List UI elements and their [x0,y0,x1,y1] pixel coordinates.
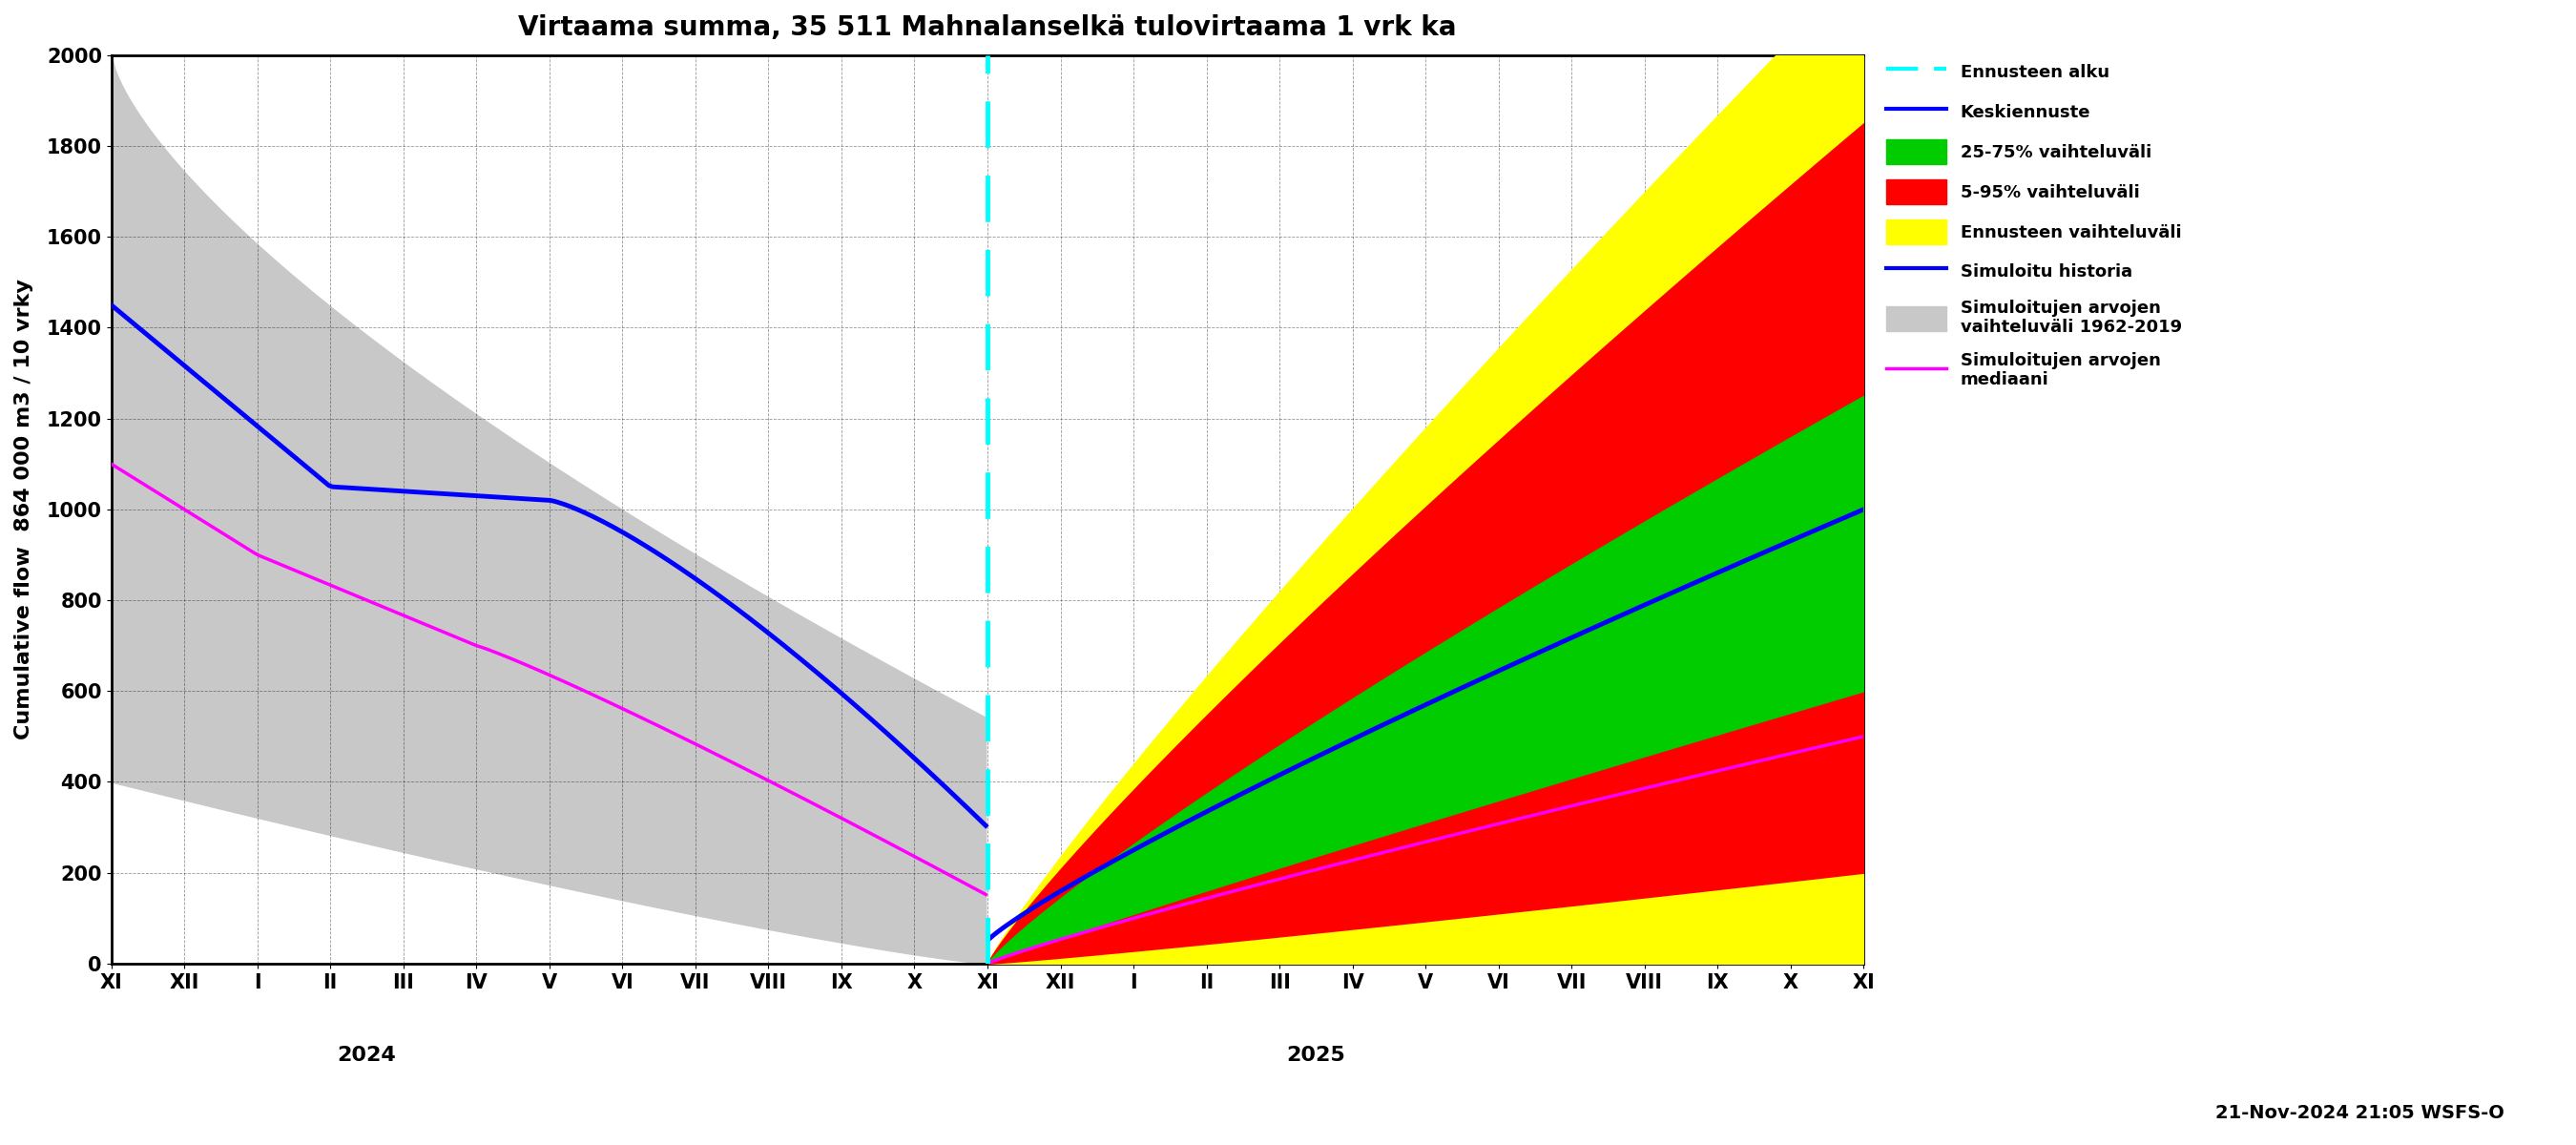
Legend: Ennusteen alku, Keskiennuste, 25-75% vaihteluväli, 5-95% vaihteluväli, Ennusteen: Ennusteen alku, Keskiennuste, 25-75% vai… [1880,55,2187,394]
Text: 2024: 2024 [337,1045,397,1065]
Text: 21-Nov-2024 21:05 WSFS-O: 21-Nov-2024 21:05 WSFS-O [2215,1104,2504,1122]
Title: Virtaama summa, 35 511 Mahnalanselkä tulovirtaama 1 vrk ka: Virtaama summa, 35 511 Mahnalanselkä tul… [518,14,1455,41]
Text: 2025: 2025 [1285,1045,1345,1065]
Y-axis label: Cumulative flow  864 000 m3 / 10 vrky: Cumulative flow 864 000 m3 / 10 vrky [15,279,33,740]
